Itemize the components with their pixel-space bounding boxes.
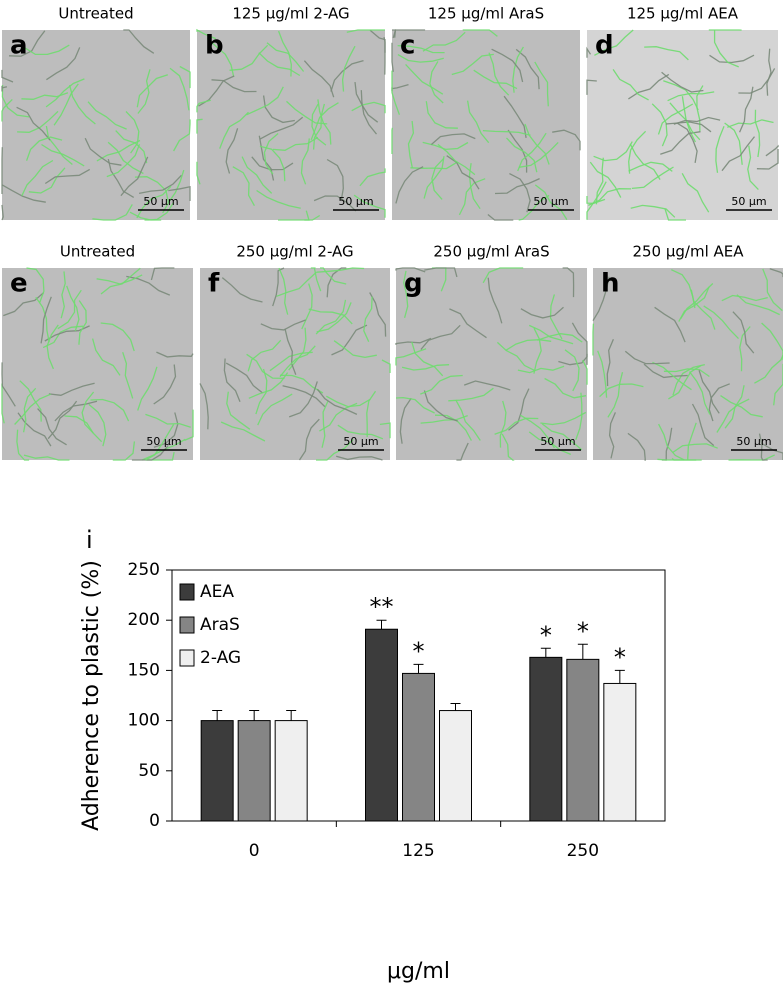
legend-swatch <box>180 650 194 666</box>
legend-label: 2-AG <box>200 648 241 668</box>
panel-title: Untreated <box>58 5 133 23</box>
bar <box>366 629 398 821</box>
bar <box>275 721 307 821</box>
scale-label: 50 μm <box>338 195 373 208</box>
micrograph <box>392 30 580 220</box>
x-axis-label: μg/ml <box>387 959 450 984</box>
panel-letter: b <box>205 31 224 61</box>
error-bar <box>212 711 222 721</box>
x-tick-label: 250 <box>567 841 599 861</box>
bar <box>530 657 562 821</box>
panel-title: Untreated <box>60 243 135 261</box>
micrograph <box>587 30 778 220</box>
y-axis-label: Adherence to plastic (%) <box>79 560 104 831</box>
significance: * <box>540 621 552 649</box>
scale-label: 50 μm <box>143 195 178 208</box>
y-tick-label: 0 <box>149 811 160 831</box>
error-bar <box>578 644 588 659</box>
bar <box>604 683 636 821</box>
significance: * <box>614 643 626 671</box>
panel-letter: g <box>404 269 423 299</box>
panel-title: 250 μg/ml AEA <box>632 243 744 261</box>
panel-title: 125 μg/ml AEA <box>627 5 739 23</box>
scale-label: 50 μm <box>146 435 181 448</box>
error-bar <box>451 704 461 711</box>
legend-swatch <box>180 617 194 633</box>
panel-letter: h <box>601 269 620 299</box>
bar <box>440 711 472 821</box>
error-bar <box>249 711 259 721</box>
scale-label: 50 μm <box>533 195 568 208</box>
bar <box>403 673 435 821</box>
y-tick-label: 100 <box>128 711 160 731</box>
micrograph <box>2 268 193 460</box>
bar <box>201 721 233 821</box>
panel-letter: d <box>595 31 614 61</box>
panel-title: 250 μg/ml 2-AG <box>236 243 353 261</box>
scale-label: 50 μm <box>343 435 378 448</box>
y-tick-label: 200 <box>128 610 160 630</box>
error-bar <box>414 664 424 673</box>
error-bar <box>377 620 387 629</box>
micrograph <box>593 268 783 460</box>
panel-letter: e <box>10 269 28 299</box>
significance: * <box>413 637 425 665</box>
scale-label: 50 μm <box>731 195 766 208</box>
scale-label: 50 μm <box>540 435 575 448</box>
panel-letter: i <box>86 526 93 554</box>
panel-title: 125 μg/ml 2-AG <box>232 5 349 23</box>
error-bar <box>286 711 296 721</box>
y-tick-label: 50 <box>138 761 160 781</box>
y-tick-label: 250 <box>128 560 160 580</box>
y-tick-label: 150 <box>128 660 160 680</box>
x-tick-label: 125 <box>402 841 434 861</box>
bar <box>567 659 599 821</box>
error-bar <box>541 648 551 657</box>
significance: * <box>577 617 589 645</box>
legend-label: AraS <box>200 615 240 635</box>
panel-letter: c <box>400 31 415 61</box>
panel-letter: f <box>208 269 220 299</box>
x-tick-label: 0 <box>249 841 260 861</box>
bar <box>238 721 270 821</box>
significance: ** <box>370 593 394 621</box>
panel-title: 250 μg/ml AraS <box>433 243 549 261</box>
legend-label: AEA <box>200 582 234 602</box>
scale-label: 50 μm <box>736 435 771 448</box>
error-bar <box>615 670 625 683</box>
legend-swatch <box>180 584 194 600</box>
panel-letter: a <box>10 31 28 61</box>
panel-title: 125 μg/ml AraS <box>428 5 544 23</box>
